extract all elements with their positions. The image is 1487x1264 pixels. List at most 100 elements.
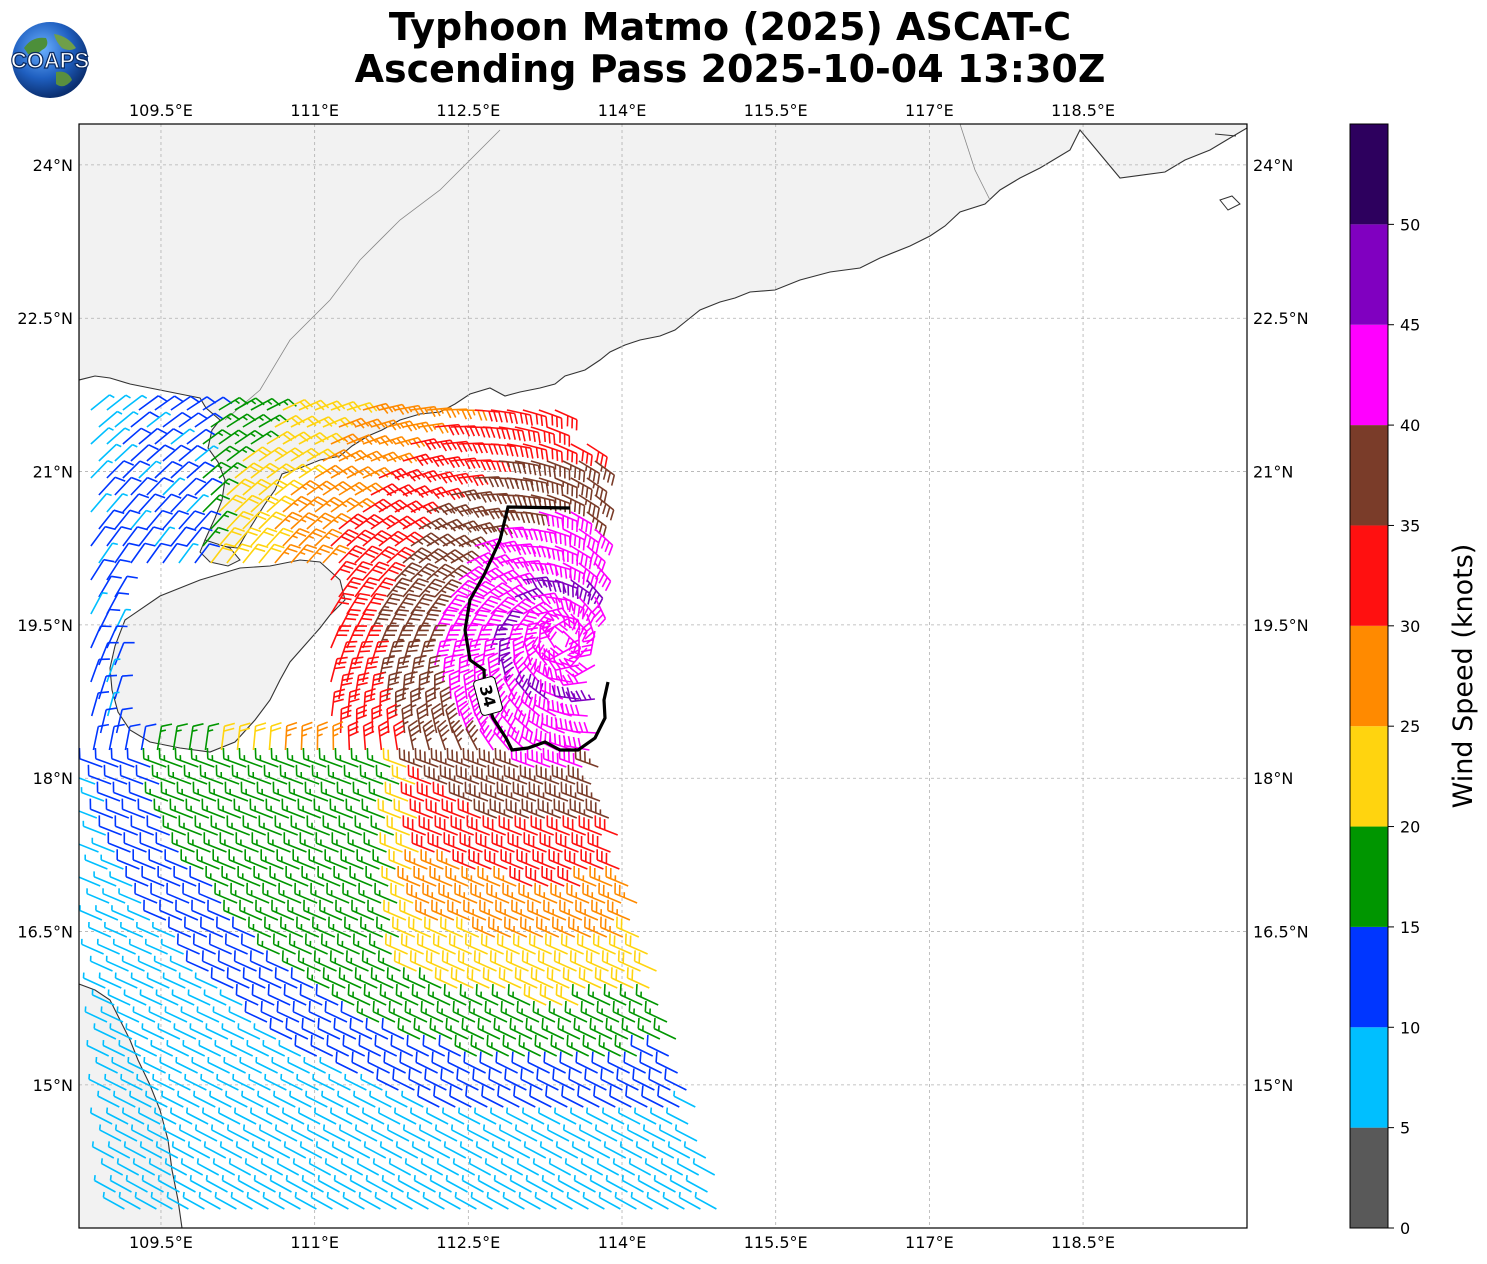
wind-barb — [642, 1124, 666, 1142]
wind-barb — [105, 955, 129, 972]
wind-barb — [225, 1090, 248, 1108]
wind-barb — [528, 933, 552, 955]
colorbar-tick-label: 0 — [1400, 1219, 1410, 1238]
wind-barb — [114, 674, 133, 700]
wind-barb — [459, 1141, 483, 1159]
wind-barb — [578, 967, 602, 989]
wind-barb — [516, 1000, 540, 1023]
wind-barb — [271, 1056, 294, 1074]
lat-tick-label: 18°N — [33, 769, 73, 788]
wind-barb — [441, 950, 465, 972]
colorbar-tick-label: 15 — [1400, 918, 1420, 937]
wind-barb — [339, 704, 352, 734]
wind-barb — [522, 477, 549, 494]
wind-barb — [203, 832, 227, 853]
wind-barb — [490, 623, 510, 649]
wind-barb — [330, 497, 360, 513]
wind-barb — [329, 950, 353, 972]
wind-barb — [409, 798, 434, 819]
wind-barb — [201, 950, 225, 972]
wind-barb — [625, 1085, 648, 1108]
wind-barb — [139, 1141, 163, 1159]
wind-barb — [477, 865, 501, 887]
wind-barb — [237, 865, 261, 887]
wind-barb — [210, 413, 241, 428]
wind-barb — [360, 1073, 383, 1091]
wind-barb — [637, 1175, 660, 1193]
wind-barb — [290, 1124, 314, 1142]
wind-barb — [94, 747, 119, 768]
wind-barb — [187, 1141, 211, 1159]
wind-barb — [202, 461, 232, 479]
wind-barb — [482, 609, 507, 632]
wind-barb — [352, 781, 377, 802]
wind-barb — [246, 1040, 270, 1057]
lat-tick-label: 19.5°N — [17, 616, 73, 635]
wind-barb — [426, 624, 447, 649]
wind-barb — [137, 955, 161, 972]
wind-barb — [234, 462, 264, 479]
lon-tick-label: 117°E — [905, 101, 954, 120]
wind-barb — [534, 1034, 558, 1057]
wind-barb — [122, 460, 151, 479]
wind-barb — [239, 1056, 262, 1074]
wind-barb — [322, 512, 352, 530]
wind-barb — [244, 1158, 268, 1176]
wind-barb — [543, 899, 567, 921]
wind-barb — [192, 933, 216, 955]
wind-barb — [439, 764, 464, 785]
wind-barb — [338, 545, 366, 564]
wind-barb — [326, 1191, 349, 1210]
wind-barb — [105, 798, 130, 819]
wind-barb — [137, 798, 162, 819]
wind-barb — [290, 967, 314, 989]
wind-barb — [610, 967, 634, 989]
wind-barb — [152, 921, 176, 938]
wind-barb — [605, 865, 629, 887]
wind-barb — [276, 849, 300, 870]
wind-barb — [84, 854, 108, 870]
wind-barb — [247, 764, 272, 785]
lat-tick-label: 18°N — [1253, 769, 1293, 788]
wind-barb — [139, 832, 163, 853]
wind-barb — [256, 781, 281, 802]
wind-barb — [549, 731, 574, 751]
wind-barb — [262, 1040, 286, 1057]
wind-barb — [191, 899, 215, 921]
wind-barb — [498, 815, 522, 836]
wind-barb — [284, 721, 298, 751]
wind-barb — [436, 719, 450, 751]
wind-barb — [221, 1023, 245, 1040]
wind-barb — [442, 408, 473, 420]
wind-barb — [578, 460, 601, 485]
wind-barb — [90, 1107, 113, 1125]
wind-barb — [538, 607, 570, 622]
wind-barb — [154, 1107, 177, 1125]
title-line-1: Typhoon Matmo (2025) ASCAT-C — [388, 5, 1072, 49]
wind-barb — [310, 1034, 334, 1057]
wind-barb — [591, 899, 615, 921]
wind-barb — [250, 1107, 273, 1125]
wind-barb — [481, 1085, 504, 1108]
wind-barb — [330, 465, 361, 479]
wind-barb — [570, 443, 593, 467]
wind-barb — [274, 1124, 298, 1142]
wind-barb — [98, 542, 118, 564]
wind-barb — [484, 1158, 508, 1176]
wind-barb — [330, 528, 359, 547]
wind-barb — [326, 882, 350, 904]
wind-barb — [370, 514, 401, 530]
wind-barb — [338, 640, 358, 666]
wind-barb — [162, 972, 186, 989]
wind-barb — [280, 916, 304, 938]
wind-barb — [381, 1017, 405, 1040]
wind-barb — [250, 495, 279, 513]
wind-barb — [154, 526, 176, 547]
wind-barb — [178, 815, 202, 836]
wind-barbs — [79, 394, 717, 1210]
wind-barb — [315, 1141, 339, 1159]
wind-barb — [535, 728, 558, 751]
wind-barb — [498, 426, 526, 442]
wind-barb — [445, 1175, 468, 1193]
wind-barb — [263, 764, 288, 785]
